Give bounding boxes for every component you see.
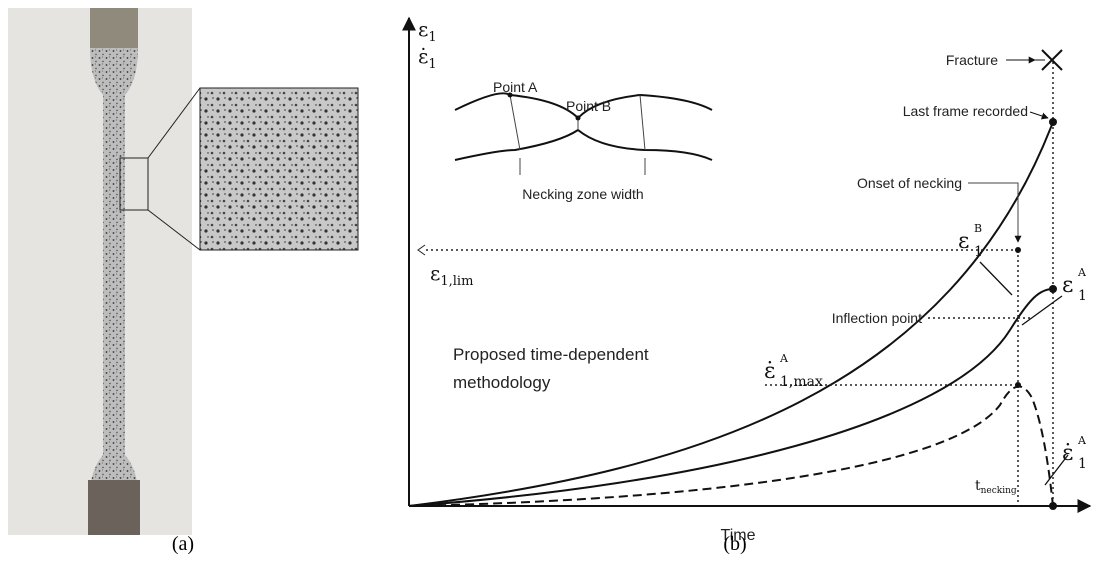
subscript: 1,max: [780, 374, 823, 390]
figure: (a) ε1 ε̇1 Time Poin: [0, 0, 1097, 561]
superscript: A: [779, 352, 789, 365]
annotation: Fracture: [946, 52, 998, 68]
annotation: Proposed time-dependent: [453, 345, 649, 364]
superscript: B: [974, 222, 982, 235]
inset-label: Point B: [566, 98, 611, 114]
annotation: Onset of necking: [857, 175, 962, 191]
subscript: 1,lim: [440, 274, 473, 289]
superscript: A: [1077, 266, 1087, 279]
inset-label: Point A: [493, 79, 538, 95]
subscript: 1: [428, 57, 436, 72]
inset-label: Necking zone width: [522, 186, 643, 202]
specimen-photo: [8, 8, 358, 535]
annotation: Inflection point: [832, 310, 922, 326]
caption: (b): [723, 533, 746, 555]
subscript: 1: [1078, 288, 1087, 304]
symbol: ε: [430, 261, 440, 285]
superscript: A: [1077, 434, 1087, 447]
symbol-label: ε: [958, 229, 969, 254]
subscript: necking: [981, 486, 1017, 496]
subscript: 1: [1078, 456, 1087, 472]
symbol-label: ε̇: [764, 359, 775, 384]
symbol-label: ε̇: [1062, 441, 1073, 466]
annotation: Last frame recorded: [903, 103, 1028, 119]
subscript: 1: [974, 244, 983, 260]
symbol: ε̇: [418, 44, 428, 68]
symbol-label: ε: [1062, 273, 1073, 298]
symbol: ε: [418, 17, 428, 41]
subscript: 1: [428, 30, 436, 45]
annotation: methodology: [453, 373, 551, 392]
caption: (a): [172, 533, 194, 555]
